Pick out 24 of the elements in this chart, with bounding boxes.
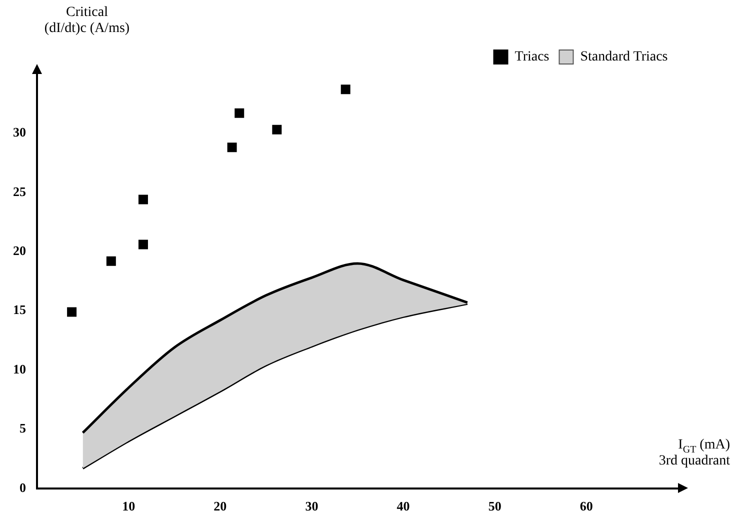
y-tick-label: 10 [13, 361, 26, 376]
x-tick-label: 50 [488, 498, 502, 514]
x-tick-label: 30 [305, 498, 318, 514]
legend-label: Triacs [514, 50, 550, 65]
point [67, 307, 77, 317]
point [138, 194, 148, 204]
y-tick-label: 5 [20, 420, 26, 436]
legend-label: Standard Triacs [580, 50, 668, 65]
point [234, 108, 244, 118]
point [227, 142, 237, 152]
y-tick-label: 20 [13, 242, 26, 258]
x-tick-label: 40 [396, 498, 410, 514]
y-tick-label: 25 [13, 184, 26, 199]
y-tick-label: 0 [20, 480, 26, 495]
point [272, 124, 282, 134]
x-tick-label: 10 [122, 498, 136, 514]
y-axis-title: Critical (dI/dt)c (A/ms) [44, 5, 130, 36]
y-tick-label: 15 [13, 302, 26, 318]
point [106, 256, 116, 266]
x-tick-label: 60 [580, 498, 593, 514]
x-tick-label: 20 [214, 498, 227, 514]
point [340, 84, 350, 94]
point [138, 240, 148, 250]
y-tick-label: 30 [13, 124, 26, 140]
